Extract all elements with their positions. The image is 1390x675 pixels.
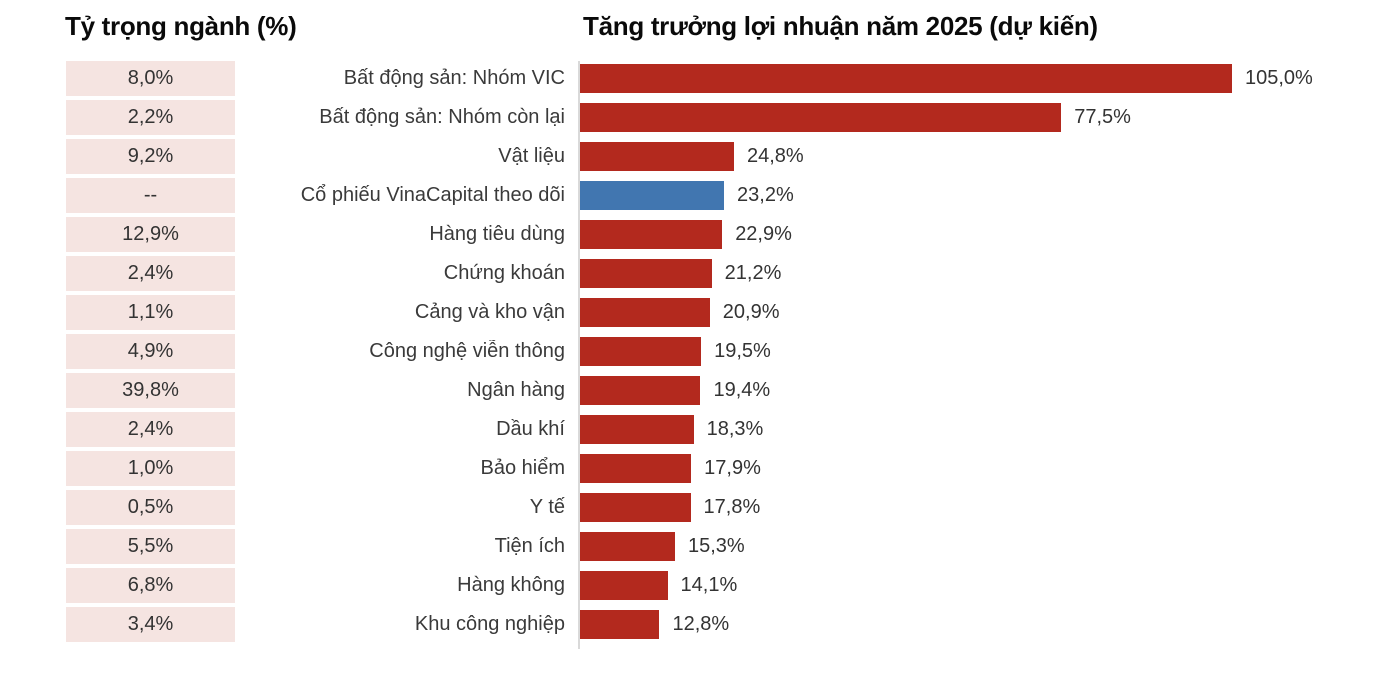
- sector-weight-cell: 5,5%: [66, 529, 235, 564]
- growth-bar: [580, 532, 675, 561]
- bar-value-label: 21,2%: [724, 262, 782, 284]
- sector-label: Vật liệu: [498, 145, 565, 167]
- sector-weight-cell: 2,4%: [66, 256, 235, 291]
- growth-bar: [580, 454, 692, 483]
- sector-weight-cell: 39,8%: [66, 373, 235, 408]
- sector-weight-cell: 2,2%: [66, 100, 235, 135]
- bar-area: 105,0%: [575, 61, 1390, 96]
- sector-label: Cổ phiếu VinaCapital theo dõi: [300, 184, 565, 206]
- bar-value-label: 20,9%: [722, 301, 780, 323]
- growth-bar: [580, 376, 701, 405]
- bar-value-label: 19,5%: [714, 340, 771, 362]
- sector-label: Tiện ích: [494, 535, 565, 557]
- bar-area: 12,8%: [575, 607, 1390, 642]
- bar-area: 24,8%: [575, 139, 1390, 174]
- bar-area: 19,4%: [575, 373, 1390, 408]
- sector-weight-cell: 1,0%: [66, 451, 235, 486]
- bar-value-label: 18,3%: [706, 418, 764, 440]
- bar-area: 21,2%: [575, 256, 1390, 291]
- bar-value-label: 15,3%: [688, 535, 745, 557]
- chart-row: 1,1% Cảng và kho vận 20,9%: [0, 295, 1390, 330]
- chart-rows: 8,0% Bất động sản: Nhóm VIC 105,0% 2,2% …: [0, 61, 1390, 646]
- chart-row: 39,8% Ngân hàng 19,4%: [0, 373, 1390, 408]
- sector-label: Bất động sản: Nhóm VIC: [343, 67, 565, 89]
- bar-value-label: 77,5%: [1074, 106, 1131, 128]
- chart-row: 3,4% Khu công nghiệp 12,8%: [0, 607, 1390, 642]
- sector-label: Y tế: [529, 496, 565, 518]
- sector-label: Cảng và kho vận: [414, 301, 565, 323]
- sector-label: Công nghệ viễn thông: [369, 340, 565, 362]
- sector-label: Ngân hàng: [467, 379, 565, 401]
- chart-title: Tăng trưởng lợi nhuận năm 2025 (dự kiến): [583, 11, 1098, 41]
- bar-value-label: 17,9%: [704, 457, 761, 479]
- sector-label: Dầu khí: [496, 418, 565, 440]
- sector-label: Khu công nghiệp: [414, 613, 565, 635]
- growth-bar: [580, 493, 691, 522]
- sector-label: Bảo hiểm: [480, 457, 566, 479]
- growth-bar: [580, 142, 734, 171]
- chart-row: 4,9% Công nghệ viễn thông 19,5%: [0, 334, 1390, 369]
- growth-bar: [580, 64, 1232, 93]
- bar-value-label: 19,4%: [713, 379, 771, 401]
- bar-area: 23,2%: [575, 178, 1390, 213]
- growth-bar: [580, 220, 723, 249]
- sector-weight-cell: 9,2%: [66, 139, 235, 174]
- growth-bar: [580, 337, 702, 366]
- sector-weight-cell: 2,4%: [66, 412, 235, 447]
- sector-label: Hàng không: [457, 574, 565, 596]
- bar-value-label: 105,0%: [1245, 67, 1313, 89]
- axis-line: [578, 61, 580, 649]
- sector-weight-cell: 4,9%: [66, 334, 235, 369]
- growth-bar: [580, 298, 710, 327]
- chart-row: 9,2% Vật liệu 24,8%: [0, 139, 1390, 174]
- sector-label: Chứng khoán: [443, 262, 565, 284]
- sector-weight-cell: 12,9%: [66, 217, 235, 252]
- chart-row: 8,0% Bất động sản: Nhóm VIC 105,0%: [0, 61, 1390, 96]
- sector-label: Hàng tiêu dùng: [429, 223, 565, 245]
- bar-value-label: 12,8%: [672, 613, 730, 635]
- sector-weight-cell: --: [66, 178, 235, 213]
- chart-row: 1,0% Bảo hiểm 17,9%: [0, 451, 1390, 486]
- bar-area: 17,8%: [575, 490, 1390, 525]
- growth-bar: [580, 259, 712, 288]
- bar-area: 22,9%: [575, 217, 1390, 252]
- bar-area: 18,3%: [575, 412, 1390, 447]
- bar-value-label: 24,8%: [746, 145, 804, 167]
- growth-bar: [580, 610, 660, 639]
- sector-weight-cell: 6,8%: [66, 568, 235, 603]
- bar-area: 77,5%: [575, 100, 1390, 135]
- sector-weight-cell: 8,0%: [66, 61, 235, 96]
- chart-row: 2,4% Dầu khí 18,3%: [0, 412, 1390, 447]
- bar-area: 17,9%: [575, 451, 1390, 486]
- bar-value-label: 17,8%: [703, 496, 761, 518]
- growth-bar: [580, 415, 694, 444]
- chart-row: 0,5% Y tế 17,8%: [0, 490, 1390, 525]
- bar-value-label: 23,2%: [737, 184, 794, 206]
- bar-area: 15,3%: [575, 529, 1390, 564]
- chart-row: 12,9% Hàng tiêu dùng 22,9%: [0, 217, 1390, 252]
- sector-label: Bất động sản: Nhóm còn lại: [319, 106, 565, 128]
- sector-weight-cell: 0,5%: [66, 490, 235, 525]
- growth-bar: [580, 181, 725, 210]
- growth-bar: [580, 103, 1062, 132]
- bar-area: 14,1%: [575, 568, 1390, 603]
- chart-row: 6,8% Hàng không 14,1%: [0, 568, 1390, 603]
- bar-area: 20,9%: [575, 295, 1390, 330]
- bar-value-label: 22,9%: [735, 223, 792, 245]
- chart-row: 2,4% Chứng khoán 21,2%: [0, 256, 1390, 291]
- bar-area: 19,5%: [575, 334, 1390, 369]
- chart-row: 5,5% Tiện ích 15,3%: [0, 529, 1390, 564]
- sector-weight-cell: 1,1%: [66, 295, 235, 330]
- growth-bar: [580, 571, 668, 600]
- chart-row: -- Cổ phiếu VinaCapital theo dõi 23,2%: [0, 178, 1390, 213]
- bar-value-label: 14,1%: [680, 574, 738, 596]
- chart-row: 2,2% Bất động sản: Nhóm còn lại 77,5%: [0, 100, 1390, 135]
- sector-weight-cell: 3,4%: [66, 607, 235, 642]
- weight-column-title: Tỷ trọng ngành (%): [65, 11, 297, 41]
